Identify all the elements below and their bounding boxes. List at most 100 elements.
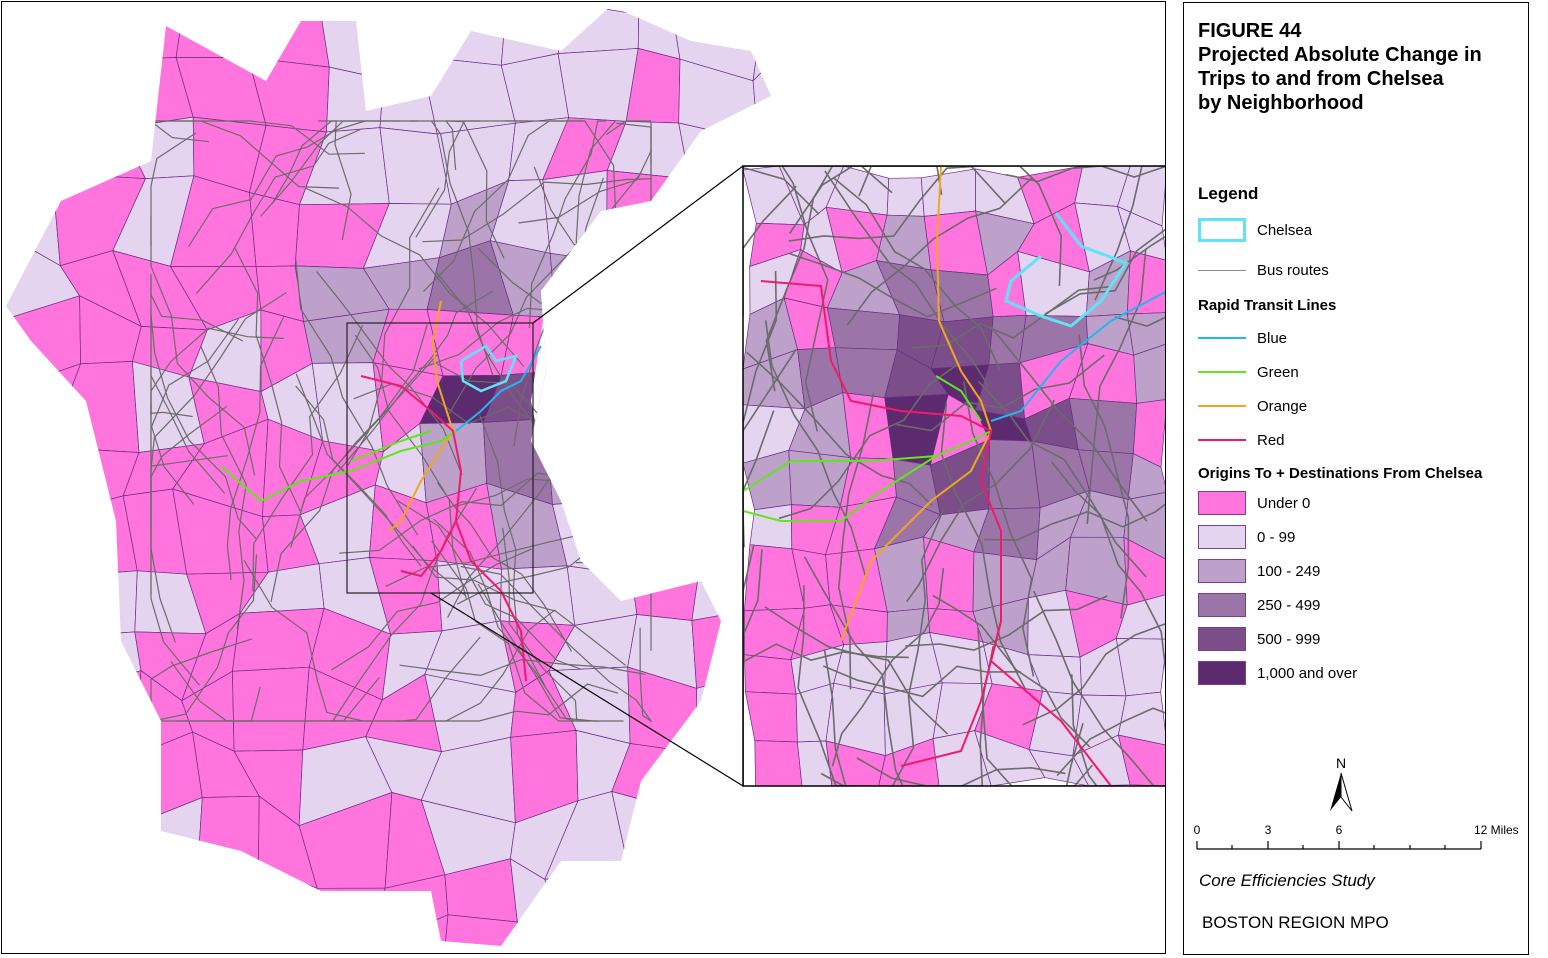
neighborhood-polygon[interactable] bbox=[557, 48, 639, 122]
neighborhood-polygon[interactable] bbox=[683, 801, 748, 868]
neighborhood-polygon[interactable] bbox=[673, 376, 737, 444]
neighborhood-polygon[interactable] bbox=[54, 495, 138, 578]
neighborhood-polygon[interactable] bbox=[49, 819, 136, 883]
neighborhood-polygon[interactable] bbox=[420, 3, 507, 66]
neighborhood-polygon[interactable] bbox=[1133, 344, 1165, 404]
neighborhood-polygon[interactable] bbox=[672, 422, 745, 493]
bus-route bbox=[963, 381, 1035, 677]
neighborhood-polygon[interactable] bbox=[135, 4, 184, 60]
neighborhood-polygon[interactable] bbox=[3, 545, 60, 638]
neighborhood-polygon[interactable] bbox=[247, 5, 330, 68]
neighborhood-polygon[interactable] bbox=[692, 233, 748, 311]
neighborhood-polygon[interactable] bbox=[49, 875, 127, 939]
neighborhood-polygon[interactable] bbox=[544, 867, 630, 931]
neighborhood-polygon[interactable] bbox=[316, 887, 386, 948]
neighborhood-polygon[interactable] bbox=[3, 172, 61, 267]
neighborhood-polygon[interactable] bbox=[371, 914, 449, 949]
neighborhood-polygon[interactable] bbox=[691, 559, 746, 621]
neighborhood-polygon[interactable] bbox=[170, 915, 266, 949]
bus-route bbox=[170, 660, 343, 722]
neighborhood-polygon[interactable] bbox=[737, 854, 781, 946]
neighborhood-polygon[interactable] bbox=[112, 870, 199, 946]
neighborhood-polygon[interactable] bbox=[932, 730, 992, 786]
neighborhood-polygon[interactable] bbox=[686, 856, 748, 946]
neighborhood-polygon[interactable] bbox=[112, 915, 189, 949]
neighborhood-polygon[interactable] bbox=[605, 258, 694, 311]
regional-map[interactable] bbox=[2, 2, 1165, 953]
neighborhood-polygon[interactable] bbox=[67, 755, 136, 825]
neighborhood-polygon[interactable] bbox=[8, 433, 73, 510]
neighborhood-polygon[interactable] bbox=[59, 58, 140, 129]
neighborhood-polygon[interactable] bbox=[175, 5, 261, 58]
neighborhood-polygon[interactable] bbox=[605, 170, 693, 262]
inset-map-frame[interactable] bbox=[742, 165, 1165, 787]
neighborhood-polygon[interactable] bbox=[14, 748, 80, 821]
neighborhood-polygon[interactable] bbox=[7, 363, 82, 448]
bus-route bbox=[1071, 674, 1118, 786]
neighborhood-polygon[interactable] bbox=[677, 305, 737, 384]
neighborhood-polygon[interactable] bbox=[826, 307, 900, 351]
neighborhood-polygon[interactable] bbox=[697, 482, 746, 580]
neighborhood-polygon[interactable] bbox=[169, 866, 266, 946]
neighborhood-polygon[interactable] bbox=[1123, 492, 1165, 560]
neighborhood-polygon[interactable] bbox=[1126, 250, 1165, 315]
neighborhood-polygon[interactable] bbox=[604, 920, 697, 949]
neighborhood-polygon[interactable] bbox=[1117, 734, 1165, 786]
neighborhood-polygon[interactable] bbox=[1116, 205, 1166, 261]
neighborhood-polygon[interactable] bbox=[3, 118, 61, 186]
neighborhood-polygon[interactable] bbox=[58, 631, 142, 693]
neighborhood-polygon[interactable] bbox=[3, 805, 80, 877]
neighborhood-polygon[interactable] bbox=[3, 3, 61, 81]
neighborhood-polygon[interactable] bbox=[262, 915, 324, 949]
legend-label: Green bbox=[1257, 363, 1299, 381]
neighborhood-polygon[interactable] bbox=[754, 740, 803, 786]
neighborhood-polygon[interactable] bbox=[53, 915, 142, 949]
neighborhood-polygon[interactable] bbox=[1117, 691, 1165, 746]
neighborhood-polygon[interactable] bbox=[611, 791, 688, 869]
neighborhood-polygon[interactable] bbox=[549, 252, 633, 318]
neighborhood-polygon[interactable] bbox=[3, 926, 57, 949]
neighborhood-polygon[interactable] bbox=[249, 192, 300, 268]
neighborhood-polygon[interactable] bbox=[56, 3, 140, 60]
neighborhood-polygon[interactable] bbox=[878, 738, 940, 786]
neighborhood-polygon[interactable] bbox=[626, 356, 678, 455]
neighborhood-polygon[interactable] bbox=[733, 798, 781, 858]
neighborhood-polygon[interactable] bbox=[694, 942, 738, 949]
neighborhood-polygon[interactable] bbox=[322, 925, 383, 949]
neighborhood-polygon[interactable] bbox=[555, 306, 633, 371]
neighborhood-polygon[interactable] bbox=[17, 691, 69, 758]
neighborhood-polygon[interactable] bbox=[624, 482, 704, 580]
neighborhood-polygon[interactable] bbox=[383, 3, 433, 80]
neighborhood-polygon[interactable] bbox=[631, 306, 694, 378]
neighborhood-polygon[interactable] bbox=[624, 422, 704, 499]
neighborhood-polygon[interactable] bbox=[326, 66, 384, 133]
neighborhood-polygon[interactable] bbox=[545, 356, 633, 455]
neighborhood-polygon[interactable] bbox=[1068, 397, 1138, 455]
neighborhood-polygon[interactable] bbox=[729, 925, 781, 949]
neighborhood-polygon[interactable] bbox=[232, 666, 310, 752]
neighborhood-polygon[interactable] bbox=[420, 56, 516, 135]
neighborhood-polygon[interactable] bbox=[58, 670, 142, 758]
neighborhood-polygon[interactable] bbox=[749, 504, 793, 550]
neighborhood-polygon[interactable] bbox=[557, 3, 640, 54]
neighborhood-polygon[interactable] bbox=[605, 866, 695, 943]
neighborhood-polygon[interactable] bbox=[1127, 453, 1165, 500]
neighborhood-polygon[interactable] bbox=[1028, 749, 1090, 786]
neighborhood-polygon[interactable] bbox=[51, 123, 147, 179]
neighborhood-polygon[interactable] bbox=[631, 574, 699, 621]
neighborhood-polygon[interactable] bbox=[744, 654, 797, 695]
neighborhood-polygon[interactable] bbox=[3, 58, 61, 125]
neighborhood-polygon[interactable] bbox=[379, 56, 438, 135]
neighborhood-polygon[interactable] bbox=[197, 795, 260, 872]
neighborhood-polygon[interactable] bbox=[3, 606, 60, 698]
neighborhood-polygon[interactable] bbox=[3, 495, 72, 578]
neighborhood-polygon[interactable] bbox=[3, 853, 55, 939]
neighborhood-polygon[interactable] bbox=[512, 921, 575, 949]
map-frame[interactable] bbox=[1, 1, 1166, 954]
neighborhood-polygon[interactable] bbox=[545, 418, 628, 505]
neighborhood-polygon[interactable] bbox=[444, 914, 518, 949]
neighborhood-polygon[interactable] bbox=[752, 6, 781, 82]
neighborhood-polygon[interactable] bbox=[565, 920, 636, 949]
neighborhood-polygon[interactable] bbox=[886, 177, 925, 217]
neighborhood-polygon[interactable] bbox=[54, 570, 138, 638]
